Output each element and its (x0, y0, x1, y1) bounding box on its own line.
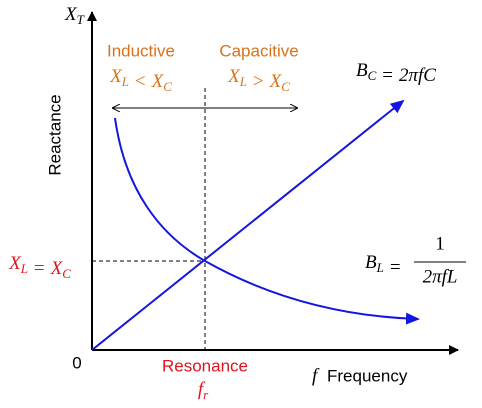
math-symbol: B (365, 252, 377, 273)
math-subscript: L (239, 74, 247, 89)
math-symbol: f (198, 379, 206, 400)
math-subscript: L (376, 260, 384, 275)
origin-label: 0 (72, 353, 81, 372)
math-symbol: X (64, 4, 78, 25)
y-axis-title: Reactance (45, 94, 64, 175)
math-symbol: X (227, 66, 241, 87)
math-symbol: X (109, 66, 123, 87)
math-symbol: = (382, 65, 393, 86)
math-symbol: X (8, 253, 22, 274)
math-subscript: C (281, 79, 290, 94)
inductive-curve (114, 117, 420, 325)
math-symbol: > (253, 71, 264, 92)
x-axis-title: Frequency (327, 366, 408, 385)
math-subscript: C (163, 79, 172, 94)
resonance-title: Resonance (162, 356, 248, 375)
region-condition: XL < XC (109, 66, 172, 94)
x-axis-symbol: f (312, 365, 320, 386)
math-symbol: B (356, 60, 368, 81)
math-symbol: = (34, 258, 45, 279)
math-subscript: C (62, 266, 71, 281)
capacitive-line (91, 99, 405, 351)
math-symbol: X (269, 71, 283, 92)
math-subscript: L (20, 261, 28, 276)
math-symbol: X (50, 258, 64, 279)
crossing-label: XL = XC (8, 253, 71, 281)
capacitive-formula: BC = 2πfC (356, 60, 436, 86)
region-condition: XL > XC (227, 66, 290, 94)
y-axis-symbol: XT (64, 4, 85, 27)
denominator: 2πfL (423, 266, 458, 287)
region-title: Inductive (107, 41, 175, 60)
math-subscript: L (121, 74, 129, 89)
math-symbol: < (135, 71, 146, 92)
numerator: 1 (435, 233, 445, 254)
math-symbol: 2πfC (399, 65, 436, 86)
math-symbol: = (390, 257, 401, 278)
math-subscript: T (77, 12, 85, 27)
math-subscript: C (368, 68, 377, 83)
region-title: Capacitive (219, 41, 298, 60)
math-subscript: r (203, 387, 209, 402)
resonance-symbol: fr (198, 379, 209, 402)
inductive-formula: BL = (365, 252, 401, 278)
math-symbol: X (151, 71, 165, 92)
